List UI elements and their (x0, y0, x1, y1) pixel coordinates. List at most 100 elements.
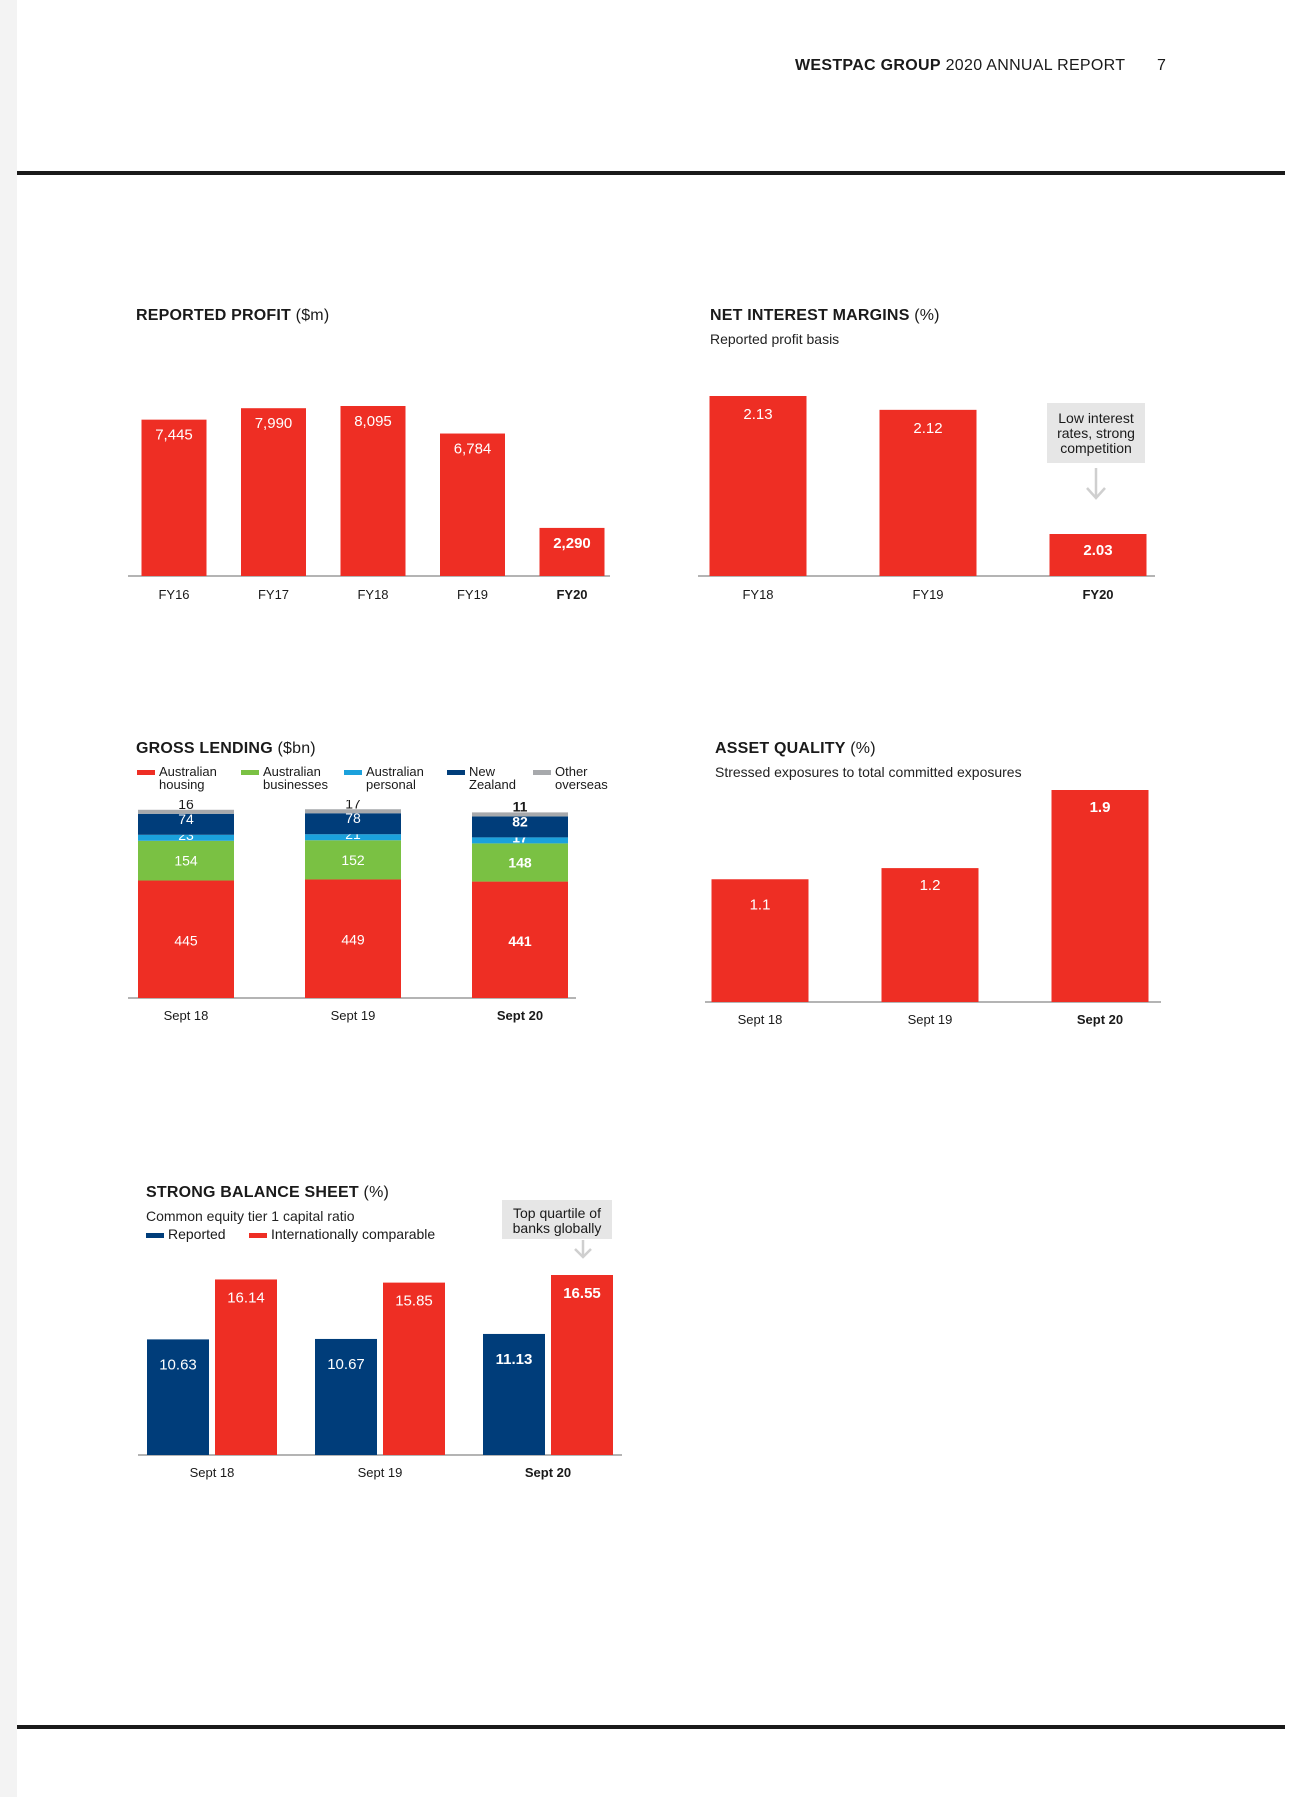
bar-segment-new-zealand (472, 816, 568, 838)
bar-fy18 (709, 396, 807, 576)
legend-label: New Zealand (469, 765, 516, 791)
legend-label-line: housing (159, 777, 205, 792)
callout-arrow-head (574, 1248, 592, 1259)
bar-segment-australian-personal (138, 834, 234, 841)
x-tick-label: Sept 18 (164, 1008, 209, 1023)
data-label: 2.13 (743, 406, 772, 423)
bar-internationally-comparable (383, 1282, 445, 1455)
bar-sept-18 (711, 879, 809, 1002)
data-label: 10.67 (327, 1356, 365, 1373)
balance-title: STRONG BALANCE SHEET (%) (146, 1184, 390, 1201)
data-label: 445 (174, 932, 198, 948)
bar-reported (483, 1333, 545, 1455)
brand-name: WESTPAC GROUP (795, 57, 941, 74)
x-tick-label: FY17 (258, 587, 289, 602)
callout-box (1047, 403, 1145, 463)
legend-label-line: Australian (366, 764, 424, 779)
bar-fy19 (879, 409, 977, 576)
bottom-rule (17, 1725, 1285, 1729)
page-edge (0, 0, 17, 1797)
legend-label-line: New (469, 764, 496, 779)
x-tick-label: FY20 (556, 587, 587, 602)
callout-arrow-head (1086, 487, 1106, 500)
bar-internationally-comparable (551, 1275, 613, 1455)
x-tick-label: Sept 18 (190, 1465, 235, 1480)
profit-chart: 7,445 FY16 7,990 FY17 8,095 FY18 6,784 FY19 2,29… (128, 406, 610, 602)
x-tick-label: Sept 20 (497, 1008, 543, 1023)
bar-fy20 (539, 527, 605, 576)
data-label: 10.63 (159, 1356, 197, 1373)
x-tick-label: Sept 18 (738, 1012, 783, 1027)
bar-internationally-comparable (215, 1279, 277, 1455)
asset-chart: 1.1 Sept 18 1.2 Sept 19 1.9 Sept 20 (705, 790, 1161, 1027)
callout-text: Top quartile of (513, 1205, 601, 1221)
data-label: 7,445 (155, 427, 193, 444)
legend-label-line: Australian (263, 764, 321, 779)
legend-label: Australian businesses (263, 765, 328, 791)
data-label: 8,095 (354, 413, 392, 430)
data-label: 78 (345, 810, 361, 826)
data-label: 17 (345, 800, 361, 811)
page-header: WESTPAC GROUP 2020 ANNUAL REPORT (795, 57, 1125, 75)
legend-swatch (447, 770, 465, 775)
legend-label: Internationally comparable (271, 1226, 436, 1242)
data-label: 148 (508, 854, 532, 870)
data-label: 74 (178, 811, 194, 827)
bar-segment-other-overseas (305, 809, 401, 814)
bar-segment-australian-housing (472, 881, 568, 998)
profit-title: REPORTED PROFIT ($m) (136, 307, 330, 324)
legend-label: Reported (168, 1226, 226, 1242)
report-name: 2020 ANNUAL REPORT (945, 57, 1126, 74)
legend-label-line: Zealand (469, 777, 516, 792)
data-label: 2.12 (913, 420, 942, 437)
bar-reported (147, 1339, 209, 1455)
x-tick-label: FY19 (912, 587, 943, 602)
legend-label: Australian housing (159, 765, 217, 791)
x-tick-label: Sept 19 (908, 1012, 953, 1027)
x-tick-label: Sept 20 (1077, 1012, 1123, 1027)
x-tick-label: FY16 (158, 587, 189, 602)
x-tick-label: FY18 (742, 587, 773, 602)
callout-text: banks globally (513, 1220, 602, 1236)
legend-label-line: Other (555, 764, 588, 779)
bar-segment-australian-personal (305, 834, 401, 841)
data-label: 16.14 (227, 1289, 265, 1306)
legend-label: Australian personal (366, 765, 424, 791)
x-tick-label: Sept 20 (525, 1465, 571, 1480)
bar-segment-australian-businesses (138, 840, 234, 881)
data-label: 11 (513, 800, 528, 814)
data-label: 152 (341, 852, 365, 868)
bar-segment-new-zealand (305, 813, 401, 835)
nim-chart: 2.13 FY18 2.12 FY19 2.03 FY20 Low interestrate… (698, 396, 1155, 602)
bar-segment-australian-businesses (305, 840, 401, 880)
bar-segment-australian-housing (305, 879, 401, 998)
callout-text: competition (1060, 440, 1132, 456)
lending-legend: Australian housing Australian businesses Aus… (137, 765, 627, 795)
bar-fy17 (241, 408, 306, 576)
bar-segment-new-zealand (138, 813, 234, 835)
bar-fy18 (340, 406, 406, 576)
page-number: 7 (1157, 57, 1167, 74)
x-tick-label: FY20 (1082, 587, 1113, 602)
callout-box (502, 1200, 612, 1239)
data-label: 15.85 (395, 1293, 433, 1310)
data-label: 441 (508, 933, 532, 949)
legend-label-line: Australian (159, 764, 217, 779)
legend-swatch (533, 770, 551, 775)
legend-label: Other overseas (555, 765, 608, 791)
data-label: 6,784 (454, 441, 492, 458)
data-label: 1.9 (1090, 799, 1111, 816)
bar-sept-20 (1051, 790, 1149, 1002)
x-tick-label: FY18 (357, 587, 388, 602)
data-label: 16.55 (563, 1285, 601, 1302)
balance-subtitle: Common equity tier 1 capital ratio (146, 1208, 355, 1224)
bar-segment-australian-businesses (472, 843, 568, 882)
bar-reported (315, 1338, 377, 1455)
data-label: 16 (178, 800, 194, 812)
bar-fy16 (141, 419, 207, 576)
x-tick-label: Sept 19 (358, 1465, 403, 1480)
data-label: 154 (174, 853, 198, 869)
bar-segment-australian-personal (472, 837, 568, 844)
bar-segment-other-overseas (472, 812, 568, 817)
